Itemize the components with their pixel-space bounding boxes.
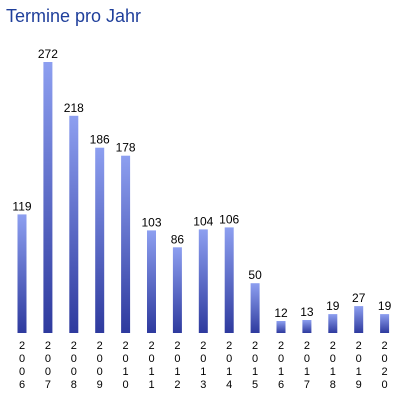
value-label-2019: 27 [352, 291, 366, 305]
value-label-2020: 19 [378, 299, 392, 313]
chart-title: Termine pro Jahr [6, 6, 142, 26]
value-label-2011: 103 [141, 215, 161, 229]
bar-2018 [328, 314, 338, 333]
x-tick-labels-group: 2 0 0 6 2 0 0 7 2 0 0 8 2 0 0 9 2 0 1 0 2 0 1 1 2 0 1 2 2 0 1 3 2 0 1 4 2 0 1 5… [19, 340, 388, 391]
bar-2020 [380, 314, 390, 333]
value-label-2007: 272 [38, 47, 58, 61]
bar-2014 [224, 227, 234, 333]
bar-2012 [172, 247, 182, 333]
bar-2016 [276, 321, 286, 333]
value-label-2006: 119 [12, 199, 31, 213]
value-label-2010: 178 [116, 141, 136, 155]
bar-2015 [250, 283, 260, 333]
value-label-2012: 86 [171, 232, 185, 246]
bars-group [17, 62, 390, 333]
value-label-2013: 104 [193, 214, 213, 228]
value-label-2016: 12 [274, 306, 288, 320]
bar-2019 [354, 306, 364, 333]
bar-2006 [17, 214, 27, 333]
value-labels-group: 1192722181861781038610410650121319271915… [12, 47, 392, 320]
value-label-2014: 106 [219, 212, 239, 226]
bar-2013 [198, 229, 208, 333]
value-label-2009: 186 [90, 133, 110, 147]
bar-2010 [121, 155, 131, 333]
value-label-2015: 50 [248, 268, 262, 282]
bar-2008 [69, 115, 79, 333]
bar-2009 [95, 147, 105, 333]
bar-2011 [147, 230, 156, 333]
value-label-2018: 19 [326, 299, 340, 313]
value-label-2017: 13 [300, 305, 314, 319]
bar-2017 [302, 320, 312, 333]
value-label-2008: 218 [64, 101, 84, 115]
bar-2007 [43, 62, 53, 333]
